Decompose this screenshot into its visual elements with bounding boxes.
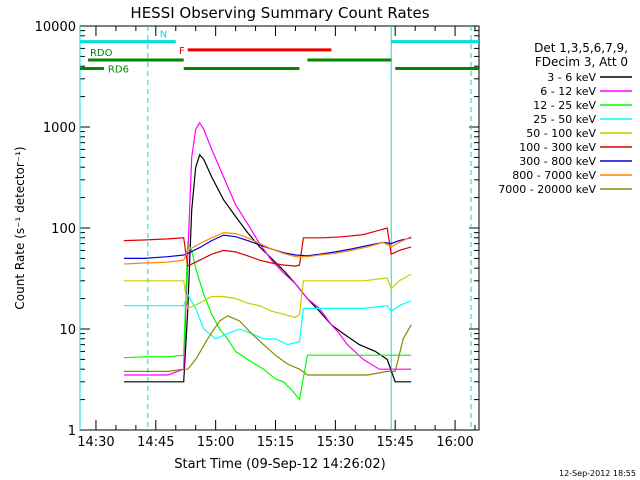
- y-tick-label: 10: [59, 323, 76, 338]
- x-tick-label: 15:15: [257, 435, 294, 450]
- time-markers: [79, 26, 472, 430]
- x-tick-label: 15:30: [317, 435, 354, 450]
- x-axis: 14:30 14:45 15:00 15:15 15:30 15:45 16:00: [77, 26, 476, 450]
- footer-date: 12-Sep-2012 18:55: [559, 469, 636, 478]
- legend-label: 300 - 800 keV: [519, 155, 596, 168]
- legend-label: 12 - 25 keV: [533, 99, 596, 112]
- chart-title: HESSI Observing Summary Count Rates: [130, 4, 429, 22]
- series-line-0: [123, 153, 412, 383]
- legend-header-det: Det 1,3,5,6,7,9,: [534, 41, 628, 55]
- x-tick-label: 14:30: [77, 435, 114, 450]
- legend-label: 6 - 12 keV: [540, 85, 596, 98]
- x-tick-label: 15:00: [197, 435, 234, 450]
- legend-label: 800 - 7000 keV: [512, 169, 596, 182]
- flag-label-f: F: [179, 46, 185, 57]
- legend: Det 1,3,5,6,7,9, FDecim 3, Att 0 3 - 6 k…: [498, 41, 632, 196]
- legend-label: 7000 - 20000 keV: [498, 183, 596, 196]
- series-line-4: [123, 273, 412, 319]
- y-tick-label: 100: [51, 222, 76, 237]
- legend-label: 50 - 100 keV: [526, 127, 596, 140]
- flag-label-n: N: [160, 30, 167, 41]
- y-tick-label: 1: [68, 424, 76, 439]
- x-axis-label: Start Time (09-Sep-12 14:26:02): [174, 457, 385, 472]
- y-tick-label: 1000: [43, 121, 76, 136]
- series-line-3: [123, 292, 412, 346]
- legend-header-fdecim: FDecim 3, Att 0: [535, 55, 628, 69]
- series-line-1: [123, 121, 412, 376]
- x-tick-label: 15:45: [376, 435, 413, 450]
- legend-label: 100 - 300 keV: [519, 141, 596, 154]
- plot-frame: [79, 25, 480, 431]
- legend-label: 25 - 50 keV: [533, 113, 596, 126]
- series-lines: [123, 121, 412, 401]
- plot-border: [79, 25, 480, 431]
- series-line-7: [123, 231, 412, 265]
- x-tick-label: 16:00: [436, 435, 473, 450]
- flag-label-rdo: RDO: [90, 48, 113, 59]
- flag-label-rd6: RD6: [108, 64, 129, 75]
- flag-bars: N F RDO RD6: [80, 30, 479, 75]
- y-tick-label: 10000: [35, 20, 76, 35]
- series-line-2: [123, 241, 412, 401]
- x-tick-label: 14:45: [137, 435, 174, 450]
- y-axis: 1 10 100 1000 10000: [35, 20, 479, 439]
- series-line-5: [123, 227, 412, 268]
- legend-label: 3 - 6 keV: [547, 71, 596, 84]
- y-axis-label: Count Rate (s⁻¹ detector⁻¹): [13, 146, 27, 309]
- series-line-8: [123, 315, 412, 376]
